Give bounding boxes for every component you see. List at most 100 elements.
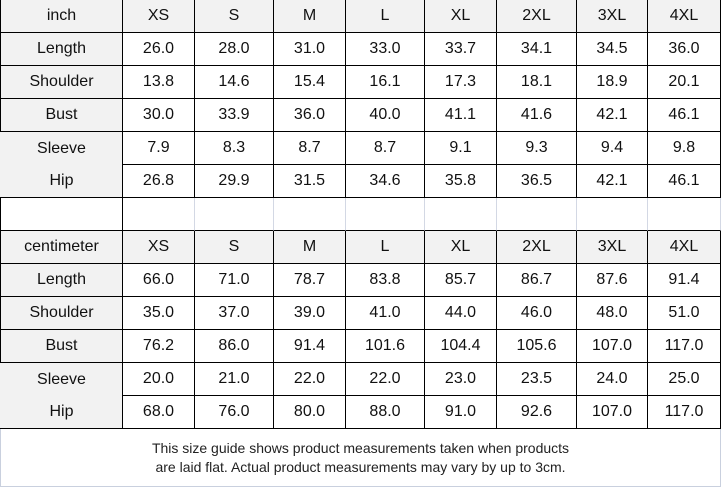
table-cell: 42.1	[577, 165, 648, 198]
size-header-3xl: 3XL	[577, 231, 648, 264]
separator-cell	[274, 198, 346, 231]
table-cell: 14.6	[195, 66, 274, 99]
table-cell: 44.0	[425, 297, 497, 330]
size-guide-note: This size guide shows product measuremen…	[0, 429, 721, 487]
table-cell: 31.0	[274, 33, 346, 66]
separator-cell	[346, 198, 425, 231]
table-cell: 68.0	[123, 396, 195, 429]
table-cell: 34.1	[497, 33, 577, 66]
size-header-m: M	[274, 231, 346, 264]
table-cell: 107.0	[577, 396, 648, 429]
table-cell: 33.7	[425, 33, 497, 66]
table-cell: 117.0	[648, 396, 721, 429]
table-cell: 15.4	[274, 66, 346, 99]
table-cell: 76.2	[123, 330, 195, 363]
table-cell: 24.0	[577, 363, 648, 396]
size-header-xs: XS	[123, 231, 195, 264]
table-cell: 17.3	[425, 66, 497, 99]
table-cell: 40.0	[346, 99, 425, 132]
size-header-s: S	[195, 0, 274, 33]
table-cell: 21.0	[195, 363, 274, 396]
table-cell: 18.9	[577, 66, 648, 99]
size-header-2xl: 2XL	[497, 0, 577, 33]
table-cell: 88.0	[346, 396, 425, 429]
table-cell: 13.8	[123, 66, 195, 99]
table-cell: 9.8	[648, 132, 721, 165]
table-cell: 23.5	[497, 363, 577, 396]
table-cell: 20.0	[123, 363, 195, 396]
separator-cell	[123, 198, 195, 231]
size-header-4xl: 4XL	[648, 231, 721, 264]
row-label-bust: Bust	[0, 330, 123, 363]
separator-cell	[648, 198, 721, 231]
size-header-m: M	[274, 0, 346, 33]
separator-label-cell	[0, 198, 123, 231]
table-cell: 51.0	[648, 297, 721, 330]
table-cell: 28.0	[195, 33, 274, 66]
table-cell: 41.0	[346, 297, 425, 330]
table-cell: 85.7	[425, 264, 497, 297]
size-header-2xl: 2XL	[497, 231, 577, 264]
row-label-hip: Hip	[0, 165, 123, 198]
table-cell: 26.0	[123, 33, 195, 66]
row-label-length: Length	[0, 33, 123, 66]
table-cell: 83.8	[346, 264, 425, 297]
table-cell: 34.6	[346, 165, 425, 198]
table-cell: 9.1	[425, 132, 497, 165]
table-cell: 20.1	[648, 66, 721, 99]
table-cell: 30.0	[123, 99, 195, 132]
table-cell: 34.5	[577, 33, 648, 66]
size-header-s: S	[195, 231, 274, 264]
table-cell: 91.4	[648, 264, 721, 297]
row-label-sleeve: Sleeve	[0, 132, 123, 165]
table-cell: 42.1	[577, 99, 648, 132]
table-cell: 25.0	[648, 363, 721, 396]
table-cell: 104.4	[425, 330, 497, 363]
row-label-sleeve: Sleeve	[0, 363, 123, 396]
separator-cell	[497, 198, 577, 231]
table-cell: 8.7	[274, 132, 346, 165]
size-header-xl: XL	[425, 231, 497, 264]
row-label-hip: Hip	[0, 396, 123, 429]
size-header-xl: XL	[425, 0, 497, 33]
table-cell: 80.0	[274, 396, 346, 429]
size-header-xs: XS	[123, 0, 195, 33]
table-cell: 91.0	[425, 396, 497, 429]
table-cell: 46.0	[497, 297, 577, 330]
table-cell: 16.1	[346, 66, 425, 99]
table-cell: 76.0	[195, 396, 274, 429]
table-cell: 22.0	[274, 363, 346, 396]
table-cell: 35.8	[425, 165, 497, 198]
note-line-2: are laid flat. Actual product measuremen…	[155, 458, 566, 475]
table-cell: 37.0	[195, 297, 274, 330]
table-cell: 8.3	[195, 132, 274, 165]
table-cell: 107.0	[577, 330, 648, 363]
size-header-4xl: 4XL	[648, 0, 721, 33]
table-cell: 101.6	[346, 330, 425, 363]
column-divider	[122, 363, 123, 429]
table-cell: 86.7	[497, 264, 577, 297]
table-cell: 33.9	[195, 99, 274, 132]
separator-cell	[577, 198, 648, 231]
table-cell: 9.3	[497, 132, 577, 165]
table-cell: 36.0	[648, 33, 721, 66]
row-label-shoulder: Shoulder	[0, 66, 123, 99]
table-cell: 92.6	[497, 396, 577, 429]
table-cell: 86.0	[195, 330, 274, 363]
separator-cell	[425, 198, 497, 231]
table-cell: 66.0	[123, 264, 195, 297]
separator-cell	[195, 198, 274, 231]
table-cell: 41.6	[497, 99, 577, 132]
table-cell: 78.7	[274, 264, 346, 297]
table-cell: 46.1	[648, 99, 721, 132]
table-cell: 31.5	[274, 165, 346, 198]
table-cell: 46.1	[648, 165, 721, 198]
row-label-length: Length	[0, 264, 123, 297]
table-cell: 29.9	[195, 165, 274, 198]
table-cell: 91.4	[274, 330, 346, 363]
table-cell: 36.5	[497, 165, 577, 198]
table-cell: 71.0	[195, 264, 274, 297]
table-cell: 7.9	[123, 132, 195, 165]
size-header-l: L	[346, 0, 425, 33]
table-cell: 26.8	[123, 165, 195, 198]
